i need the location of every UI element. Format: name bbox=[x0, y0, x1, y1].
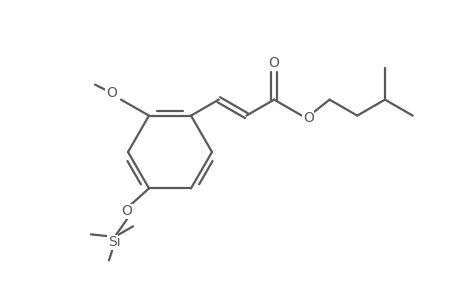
Text: O: O bbox=[121, 204, 132, 218]
Text: O: O bbox=[106, 85, 117, 100]
Text: Si: Si bbox=[107, 236, 120, 249]
Text: O: O bbox=[302, 111, 313, 124]
Text: O: O bbox=[268, 56, 279, 70]
